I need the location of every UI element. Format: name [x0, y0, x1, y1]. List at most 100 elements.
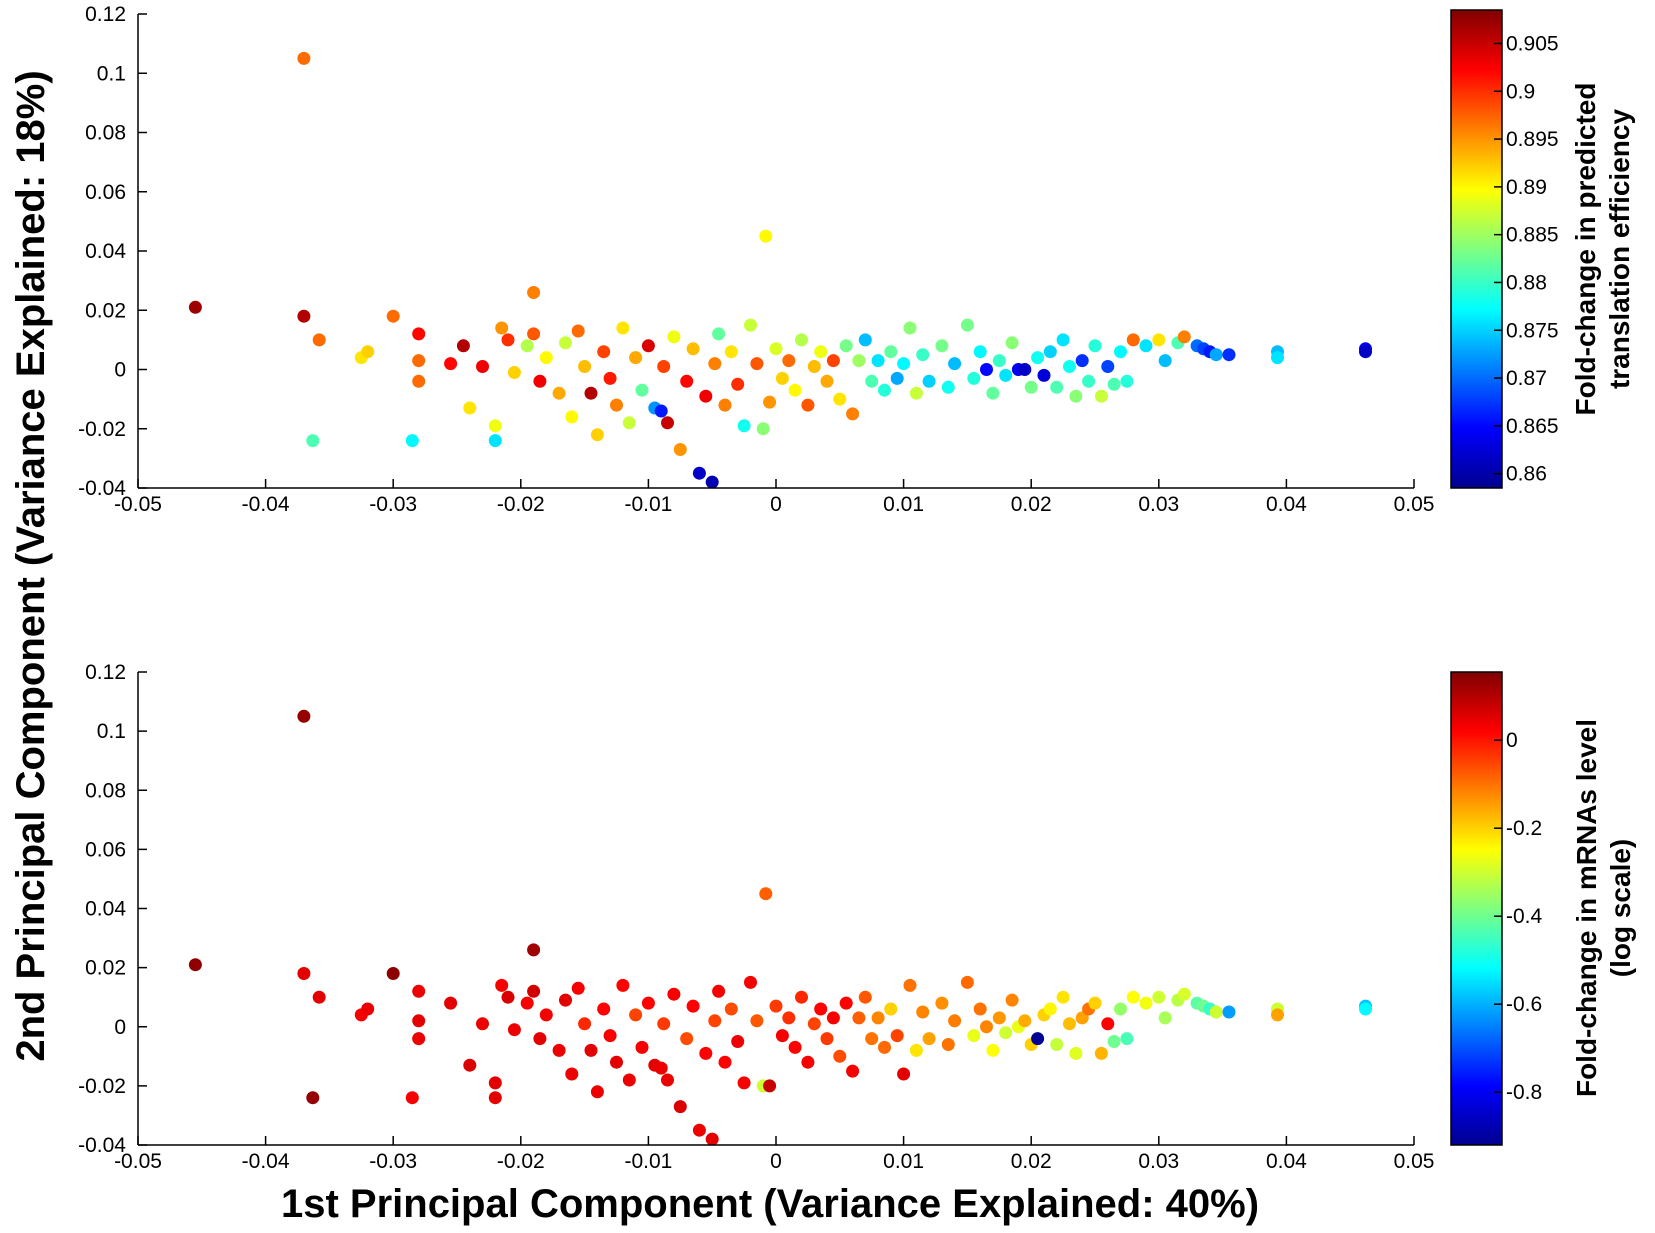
top-x-tick-label: 0.05: [1394, 493, 1435, 516]
top-data-point: [692, 466, 706, 480]
top-data-point: [756, 422, 770, 436]
top-data-point: [539, 351, 553, 365]
bottom-data-point: [801, 1055, 815, 1069]
top-data-point: [297, 51, 311, 65]
bottom-data-point: [629, 1008, 643, 1022]
top-colorbar-ticks: 0.860.8650.870.8750.880.8850.890.8950.90…: [1494, 32, 1559, 486]
bottom-y-tick-label: 0.12: [85, 661, 126, 684]
top-data-point: [444, 357, 458, 371]
top-data-point: [488, 419, 502, 433]
bottom-y-tick-label: 0.06: [85, 838, 126, 861]
top-data-point: [1139, 339, 1153, 353]
top-x-tick-label: -0.05: [114, 493, 162, 516]
bottom-data-point: [539, 1008, 553, 1022]
bottom-data-point: [361, 1002, 375, 1016]
bottom-data-point: [610, 1055, 623, 1069]
top-data-point: [1222, 348, 1236, 362]
bottom-data-point: [992, 1011, 1006, 1025]
bottom-data-point: [405, 1091, 419, 1105]
bottom-data-point: [1005, 993, 1019, 1007]
top-data-point: [699, 389, 713, 403]
bottom-data-point: [1056, 990, 1070, 1004]
top-data-point: [1114, 345, 1127, 359]
top-data-point: [405, 434, 419, 448]
top-y-tick-label: 0: [114, 359, 126, 382]
bottom-data-point: [412, 1032, 426, 1046]
top-data-point: [852, 354, 866, 368]
top-colorbar-tick-label: 0.89: [1506, 176, 1547, 199]
top-data-point: [884, 345, 898, 359]
bottom-y-ticks: -0.04 -0.02 0 0.02 0.04 0.06 0.08 0.1 0.12: [78, 661, 147, 1157]
bottom-x-tick-label: -0.02: [497, 1150, 545, 1173]
bottom-data-point: [1063, 1017, 1076, 1031]
bottom-data-point: [654, 1061, 668, 1075]
bottom-data-point: [552, 1043, 566, 1057]
bottom-data-point: [578, 1017, 592, 1031]
top-data-point: [858, 333, 872, 347]
bottom-panel-points: [188, 709, 1372, 1146]
bottom-data-point: [795, 990, 808, 1004]
bottom-data-point: [903, 978, 917, 992]
top-data-point: [571, 324, 585, 338]
bottom-data-point: [941, 1038, 955, 1051]
bottom-data-point: [641, 996, 655, 1010]
top-data-point: [724, 345, 738, 359]
bottom-data-point: [1114, 1002, 1127, 1016]
bottom-data-point: [635, 1040, 649, 1054]
bottom-data-point: [948, 1014, 962, 1028]
bottom-data-point: [759, 887, 773, 901]
bottom-data-point: [980, 1020, 993, 1034]
bottom-data-point: [1152, 990, 1166, 1004]
top-data-point: [686, 342, 700, 356]
top-data-point: [1152, 333, 1166, 347]
bottom-data-point: [590, 1085, 604, 1099]
top-data-point: [488, 434, 502, 448]
top-data-point: [1101, 360, 1115, 373]
bottom-data-point: [412, 984, 426, 998]
top-data-point: [501, 333, 515, 347]
bottom-data-point: [999, 1026, 1013, 1040]
bottom-data-point: [597, 1002, 611, 1016]
bottom-data-point: [559, 993, 572, 1007]
top-data-point: [992, 354, 1006, 368]
top-data-point: [306, 434, 320, 448]
bottom-data-point: [463, 1058, 477, 1072]
top-data-point: [705, 475, 719, 489]
top-data-point: [1177, 330, 1191, 344]
top-x-tick-label: 0.02: [1011, 493, 1052, 516]
top-data-point: [750, 357, 764, 371]
bottom-data-point: [1107, 1035, 1121, 1048]
bottom-data-point: [763, 1079, 777, 1093]
bottom-y-tick-label: -0.02: [78, 1075, 126, 1098]
top-data-point: [565, 410, 579, 424]
bottom-data-point: [788, 1040, 802, 1054]
bottom-data-point: [533, 1032, 547, 1046]
bottom-data-point: [884, 1002, 898, 1016]
top-data-point: [527, 286, 541, 299]
y-axis-label: 2nd Principal Component (Variance Explai…: [9, 70, 53, 1061]
bottom-panel: -0.05 -0.04 -0.03 -0.02 -0.01 0 0.01 0.02 0.03 0.…: [78, 661, 1636, 1173]
top-data-point: [616, 321, 630, 335]
top-data-point: [909, 386, 923, 400]
bottom-data-point: [527, 984, 541, 998]
bottom-data-point: [935, 996, 949, 1010]
bottom-x-tick-label: 0.05: [1394, 1150, 1435, 1173]
bottom-y-tick-label: -0.04: [78, 1134, 126, 1157]
top-data-point: [1005, 336, 1019, 350]
bottom-x-tick-label: -0.05: [114, 1150, 162, 1173]
bottom-data-point: [922, 1032, 936, 1046]
top-data-point: [712, 327, 726, 341]
top-data-point: [1050, 380, 1064, 394]
top-x-tick-label: -0.04: [242, 493, 290, 516]
bottom-data-point: [386, 967, 400, 980]
bottom-data-point: [865, 1032, 879, 1046]
top-data-point: [1088, 339, 1102, 353]
bottom-data-point: [871, 1011, 885, 1025]
bottom-y-tick-label: 0: [114, 1016, 126, 1039]
top-data-point: [1075, 354, 1089, 368]
top-data-point: [1069, 389, 1083, 403]
top-data-point: [590, 428, 604, 442]
top-data-point: [807, 360, 821, 373]
bottom-data-point: [846, 1064, 860, 1078]
bottom-data-point: [839, 996, 853, 1010]
